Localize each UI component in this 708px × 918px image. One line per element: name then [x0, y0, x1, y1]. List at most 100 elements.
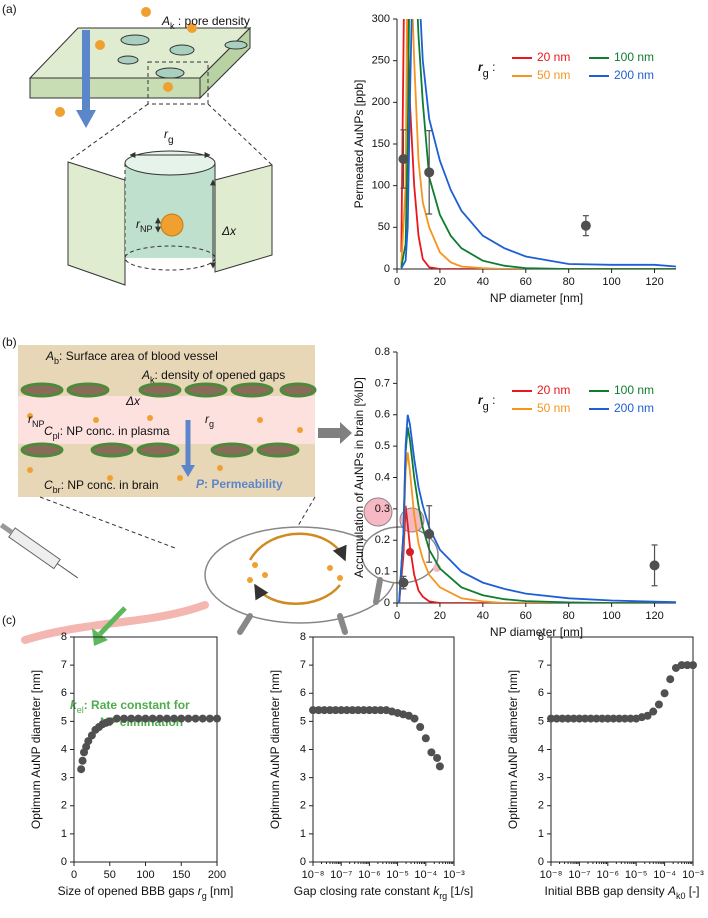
y-tick-label: 2	[300, 800, 306, 812]
y-tick-label: 8	[61, 631, 67, 643]
text-piece: r	[478, 60, 484, 74]
text-piece: g	[483, 68, 489, 80]
data-point	[309, 706, 317, 715]
y-tick-label: 4	[538, 743, 544, 755]
y-tick-label: 5	[538, 715, 544, 727]
data-point	[120, 714, 129, 723]
text-piece: Δx	[125, 394, 141, 408]
y-axis-label: Optimum AuNP diameter [nm]	[268, 670, 282, 829]
data-point	[320, 706, 329, 715]
text-piece: k0	[676, 891, 686, 901]
y-tick-label: 0.2	[375, 534, 390, 546]
y-tick-label: 0.5	[375, 440, 390, 452]
data-point	[643, 711, 652, 720]
text-piece: NP diameter [nm]	[490, 625, 583, 639]
y-tick-label: 3	[538, 772, 544, 784]
text-piece: k	[433, 884, 440, 898]
data-point	[615, 714, 624, 723]
data-point	[580, 220, 591, 231]
x-tick-label: 150	[172, 869, 190, 881]
data-point	[424, 528, 435, 539]
data-point	[421, 734, 430, 743]
text-piece: NP	[140, 224, 153, 234]
text-piece: g	[209, 419, 214, 429]
data-point	[416, 723, 425, 731]
legend-label: 20 nm	[537, 50, 570, 64]
series-line	[398, 505, 676, 603]
y-tick-label: 3	[300, 772, 306, 784]
text-piece: [nm]	[207, 884, 234, 898]
y-tick-label: 1	[538, 828, 544, 840]
y-tick-label: 0	[538, 856, 544, 868]
text-piece: Permeated AuNPs [ppb]	[352, 80, 366, 209]
data-point	[581, 714, 590, 723]
data-point	[314, 706, 323, 715]
data-point	[660, 689, 669, 698]
legend-title: rg :	[478, 60, 495, 80]
data-point	[649, 560, 660, 571]
series-line	[400, 19, 676, 269]
x-tick-label: 20	[434, 610, 446, 622]
y-tick-label: 250	[372, 55, 390, 67]
y-axis-label: Optimum AuNP diameter [nm]	[29, 670, 43, 829]
data-point	[547, 714, 555, 723]
data-point	[325, 706, 334, 715]
x-tick-label: 10⁻⁵	[386, 869, 409, 881]
x-tick-label: 10⁻⁸	[540, 869, 563, 881]
text-piece: :	[489, 393, 496, 407]
diagram-label: Δx	[221, 224, 237, 238]
text-piece: Gap closing rate constant	[294, 884, 433, 898]
x-tick-label: 120	[645, 610, 663, 622]
data-point	[359, 706, 368, 715]
y-tick-label: 0.7	[375, 377, 390, 389]
series-line	[398, 427, 676, 603]
y-axis-label: Accumulation of AuNPs in brain [%ID]	[352, 377, 366, 578]
data-point	[371, 706, 380, 715]
text-piece: C	[44, 424, 53, 438]
text-piece: C	[44, 478, 53, 492]
diagram-label: rNP	[136, 217, 153, 234]
data-point	[78, 756, 87, 765]
data-point	[148, 714, 157, 723]
data-point	[162, 714, 171, 723]
x-tick-label: 60	[520, 276, 532, 288]
diagram-label: rg	[205, 412, 214, 429]
y-tick-label: 150	[372, 138, 390, 150]
x-tick-label: 0	[394, 610, 400, 622]
text-piece: NP diameter [nm]	[490, 291, 583, 305]
membrane-diagram	[28, 7, 273, 286]
x-tick-label: 10⁻³	[443, 869, 465, 881]
y-tick-label: 0.1	[375, 566, 390, 578]
y-axis-label: Optimum AuNP diameter [nm]	[506, 670, 520, 829]
text-piece: : Surface area of blood vessel	[59, 349, 218, 363]
x-tick-label: 10⁻⁸	[302, 869, 325, 881]
diagram-label: Ak : pore density	[161, 14, 250, 31]
x-tick-label: 0	[71, 869, 77, 881]
text-piece: NP	[32, 419, 45, 429]
x-axis-label: NP diameter [nm]	[490, 291, 583, 305]
y-tick-label: 7	[61, 659, 67, 671]
text-piece: r	[478, 393, 484, 407]
y-tick-label: 6	[61, 687, 67, 699]
x-tick-label: 80	[563, 276, 575, 288]
text-piece: : Permeability	[204, 477, 283, 491]
x-tick-label: 40	[477, 276, 489, 288]
diagram-label: rNP	[28, 412, 45, 429]
text-piece: [1/s]	[447, 884, 473, 898]
y-axis-label: Permeated AuNPs [ppb]	[352, 80, 366, 209]
data-point	[354, 706, 363, 715]
x-tick-label: 10⁻³	[682, 869, 704, 881]
text-piece: br	[53, 485, 61, 495]
data-point	[141, 714, 150, 723]
y-tick-label: 6	[300, 687, 306, 699]
text-piece: Optimum AuNP diameter [nm]	[506, 670, 520, 829]
text-piece: pl	[53, 431, 60, 441]
data-point	[112, 714, 121, 723]
text-piece: Optimum AuNP diameter [nm]	[268, 670, 282, 829]
x-axis-label: Size of opened BBB gaps rg [nm]	[58, 884, 234, 901]
data-point	[569, 714, 578, 723]
data-point	[552, 714, 561, 723]
y-tick-label: 1	[61, 828, 67, 840]
legend-label: 50 nm	[537, 68, 570, 82]
diagram-label: rg	[164, 127, 174, 146]
